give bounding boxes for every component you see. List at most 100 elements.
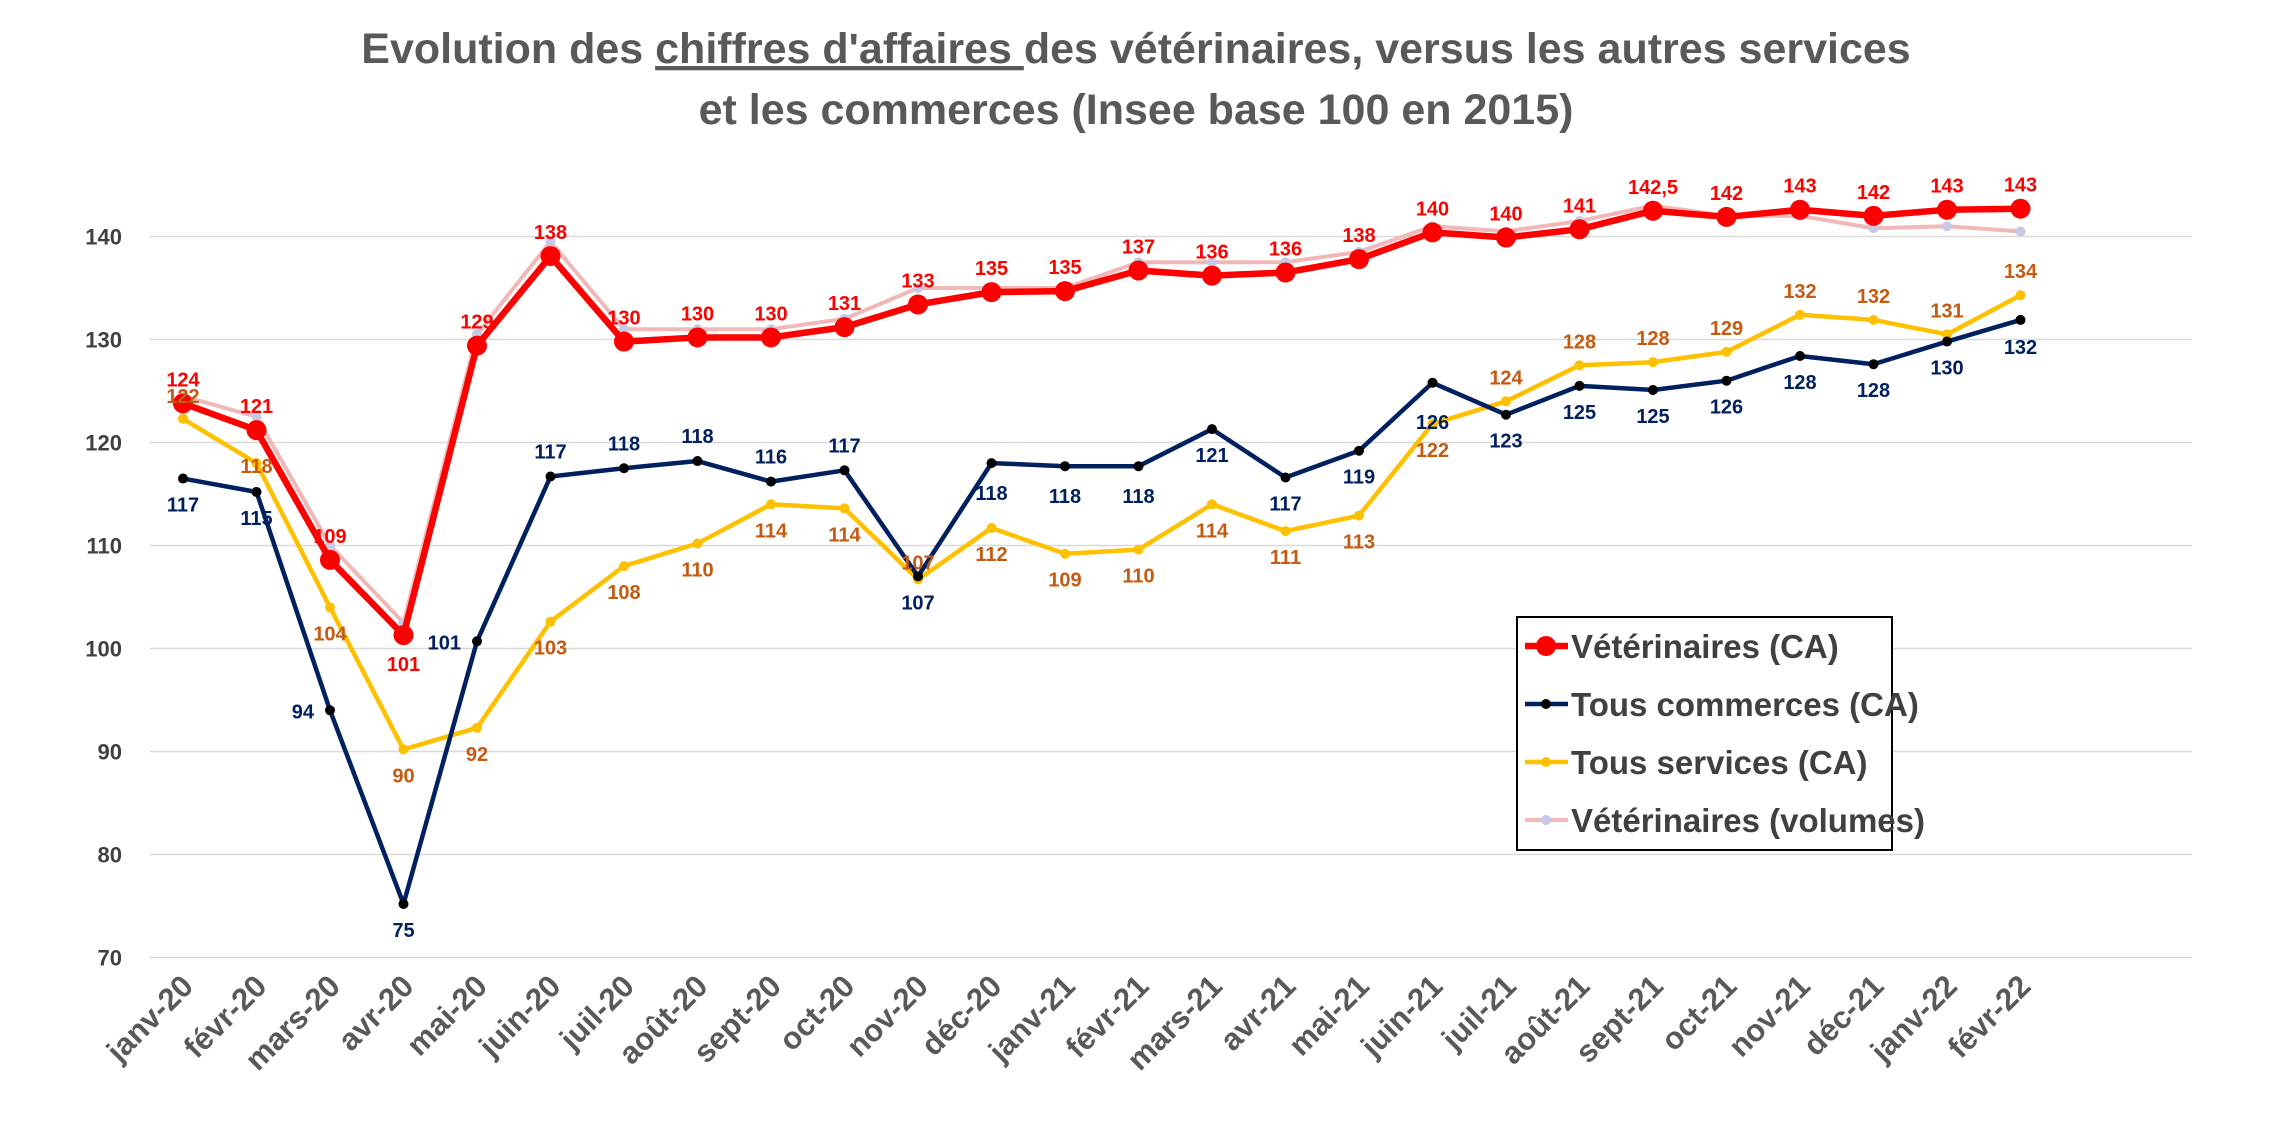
- data-label-tous-services-ca: 132: [1857, 286, 1890, 308]
- data-point: [1133, 461, 1144, 472]
- series-line: [181, 205, 2021, 639]
- data-point: [325, 705, 335, 716]
- data-point: [2010, 198, 2031, 219]
- data-label-tous-commerces-ca: 94: [292, 701, 315, 723]
- y-tick-label: 120: [85, 431, 122, 456]
- data-point: [1275, 262, 1296, 283]
- data-point: [1354, 445, 1364, 456]
- data-label-tous-commerces-ca: 128: [1783, 372, 1816, 394]
- data-point: [2015, 226, 2026, 237]
- data-label-tous-commerces-ca: 117: [1269, 494, 1301, 516]
- data-label-tous-services-ca: 104: [313, 623, 347, 645]
- data-point: [1942, 221, 1952, 232]
- data-label-veterinaires-ca: 138: [534, 222, 567, 244]
- data-point: [687, 327, 708, 348]
- data-label-veterinaires-ca: 130: [681, 303, 714, 325]
- data-point: [545, 471, 556, 482]
- data-point: [178, 413, 188, 424]
- x-tick-label: mai-21: [1282, 968, 1376, 1062]
- x-tick-label: mai-20: [400, 968, 494, 1062]
- legend-box: [1516, 616, 1893, 851]
- data-label-tous-services-ca: 92: [466, 744, 488, 766]
- data-label-tous-commerces-ca: 126: [1710, 397, 1743, 419]
- data-point: [1942, 329, 1952, 340]
- data-point: [1280, 472, 1291, 483]
- legend-swatch-marker: [1536, 636, 1556, 656]
- data-label-veterinaires-ca: 142: [1710, 183, 1743, 205]
- data-label-tous-commerces-ca: 118: [975, 483, 1007, 505]
- series-tous-commerces-ca: [178, 314, 2026, 909]
- data-label-tous-services-ca: 131: [1930, 300, 1963, 322]
- data-point: [766, 476, 776, 487]
- data-label-tous-services-ca: 128: [1563, 331, 1596, 353]
- data-label-tous-commerces-ca: 118: [681, 426, 713, 448]
- data-label-veterinaires-ca: 130: [607, 308, 640, 330]
- data-point: [908, 294, 928, 315]
- data-point: [1207, 424, 1217, 435]
- data-point: [1937, 199, 1957, 220]
- data-label-tous-commerces-ca: 119: [1343, 467, 1375, 489]
- series-tous-services-ca: [178, 290, 2026, 755]
- legend-item-veterinaires-ca: Vétérinaires (CA): [1525, 628, 1839, 665]
- data-label-tous-services-ca: 114: [828, 524, 861, 546]
- data-point: [1422, 222, 1443, 243]
- data-point: [251, 486, 262, 497]
- data-point: [1207, 257, 1217, 268]
- data-point: [1721, 375, 1732, 386]
- data-point: [1721, 346, 1732, 357]
- data-point: [1427, 377, 1438, 388]
- data-label-veterinaires-ca: 131: [828, 293, 861, 315]
- data-label-tous-commerces-ca: 107: [901, 592, 934, 614]
- data-label-veterinaires-ca: 142,5: [1628, 177, 1678, 199]
- data-label-tous-services-ca: 132: [1783, 281, 1816, 303]
- data-label-tous-commerces-ca: 121: [1195, 445, 1228, 467]
- x-tick-label: janv-20: [99, 968, 200, 1069]
- data-label-veterinaires-ca: 136: [1269, 239, 1302, 261]
- series-lines: [173, 198, 2031, 909]
- data-label-tous-services-ca: 109: [1048, 570, 1081, 592]
- data-label-veterinaires-ca: 124: [166, 369, 200, 391]
- data-point: [2015, 290, 2026, 301]
- legend-label: Tous services (CA): [1571, 744, 1867, 781]
- data-label-veterinaires-ca: 135: [975, 258, 1008, 280]
- x-tick-label: juin-21: [1353, 968, 1449, 1064]
- legend-item-tous-commerces-ca: Tous commerces (CA): [1525, 686, 1919, 723]
- data-label-tous-commerces-ca: 116: [755, 447, 787, 469]
- data-point: [1790, 199, 1810, 220]
- data-point: [325, 602, 335, 613]
- legend-label: Vétérinaires (volumes): [1571, 802, 1925, 839]
- data-point: [692, 456, 703, 467]
- data-point: [545, 236, 556, 247]
- data-label-veterinaires-ca: 138: [1342, 225, 1375, 247]
- data-point: [834, 317, 855, 338]
- y-tick-label: 140: [85, 225, 122, 250]
- data-point: [545, 616, 556, 627]
- data-label-tous-services-ca: 114: [755, 520, 788, 542]
- y-tick-label: 100: [85, 637, 122, 662]
- data-label-tous-commerces-ca: 123: [1489, 431, 1522, 453]
- data-point: [1795, 309, 1805, 320]
- series-line: [181, 293, 2022, 752]
- data-label-tous-commerces-ca: 117: [167, 495, 199, 517]
- data-label-veterinaires-ca: 130: [754, 303, 787, 325]
- data-point: [1648, 384, 1658, 395]
- data-label-tous-commerces-ca: 118: [1049, 486, 1081, 508]
- data-point: [619, 463, 629, 474]
- data-point: [1501, 409, 1511, 420]
- y-axis-ticks: 70 80 90 100 110 120 130 140: [85, 225, 122, 971]
- chart-title-line2: et les commerces (Insee base 100 en 2015…: [699, 86, 1574, 134]
- data-point: [692, 538, 703, 549]
- data-point: [614, 331, 634, 352]
- data-label-tous-commerces-ca: 118: [608, 433, 640, 455]
- data-point: [1055, 281, 1075, 302]
- data-label-veterinaires-ca: 142: [1857, 182, 1890, 204]
- data-label-tous-services-ca: 122: [166, 386, 199, 408]
- data-point: [1569, 219, 1590, 240]
- data-point: [246, 420, 267, 441]
- data-point: [1868, 314, 1879, 325]
- data-point: [251, 458, 262, 469]
- data-point: [472, 636, 482, 647]
- data-label-veterinaires-ca: 121: [240, 396, 273, 418]
- y-tick-label: 80: [98, 843, 122, 868]
